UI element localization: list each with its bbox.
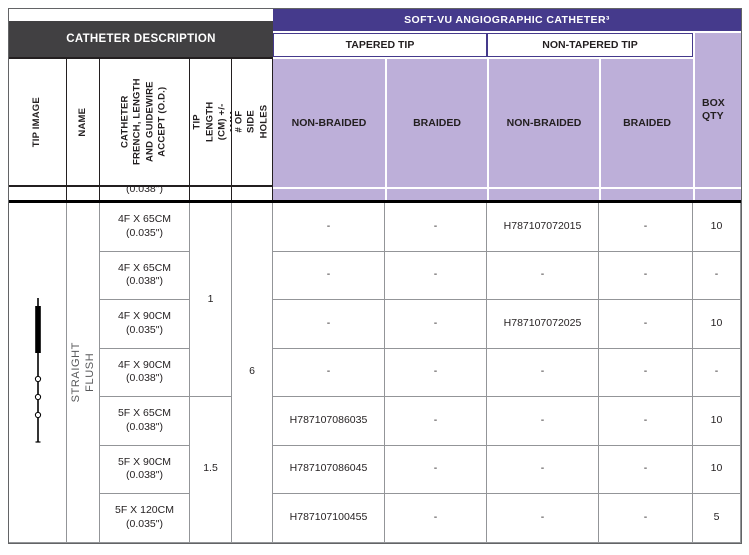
- soft-tip-length-cell: 1.5: [190, 397, 232, 543]
- header-left-section: CATHETER DESCRIPTION TIP IMAGE NAME CATH…: [9, 9, 273, 200]
- box-qty-cell: -: [693, 251, 741, 300]
- part-number-cell: H787107086045: [273, 445, 385, 494]
- column-header-non-tapered-braided: BRAIDED: [601, 59, 693, 187]
- catheter-size-cell: 5F X 65CM (0.038"): [100, 397, 190, 446]
- part-number-cell: H787107072015: [487, 203, 599, 252]
- column-header-name: NAME: [67, 57, 100, 187]
- catheter-name: STRAIGHT FLUSH: [69, 341, 96, 403]
- column-header-non-tapered-non-braided: NON-BRAIDED: [489, 59, 599, 187]
- box-qty-cell: 10: [693, 203, 741, 252]
- column-header-tip-image: TIP IMAGE: [9, 57, 67, 187]
- column-header-label: CATHETER FRENCH, LENGTH AND GUIDEWIRE AC…: [119, 78, 168, 166]
- part-number-cell: H787107086035: [273, 397, 385, 446]
- header-purple-strip: [273, 189, 385, 200]
- header-purple-strip: [695, 189, 741, 200]
- catheter-size-cell: 4F X 90CM (0.035"): [100, 300, 190, 349]
- part-number-cell: H787107100455: [273, 494, 385, 543]
- table-body: STRAIGHT FLUSH 4F X 65CM (0.035") 4F X 6…: [9, 203, 741, 543]
- part-number-cell: -: [487, 251, 599, 300]
- column-header-side-holes: # OF SIDE HOLES: [232, 57, 273, 187]
- clipped-row-strip: [9, 187, 67, 200]
- soft-tip-length-cell: 1: [190, 203, 232, 397]
- part-number-cell: -: [385, 300, 487, 349]
- catheter-size-cell: 4F X 65CM (0.038"): [100, 251, 190, 300]
- clipped-row-strip: [190, 187, 232, 200]
- column-header-label: TIP IMAGE: [31, 96, 43, 148]
- part-number-cell: -: [599, 300, 693, 349]
- box-qty-cell: 10: [693, 397, 741, 446]
- table-header: CATHETER DESCRIPTION TIP IMAGE NAME CATH…: [9, 9, 741, 200]
- part-number-cell: -: [385, 251, 487, 300]
- non-tapered-tip-header: NON-TAPERED TIP: [487, 33, 693, 57]
- header-divider: [9, 200, 741, 203]
- part-number-cell: -: [385, 397, 487, 446]
- tapered-tip-header: TAPERED TIP: [273, 33, 487, 57]
- part-number-cell: -: [385, 203, 487, 252]
- box-qty-cell: 10: [693, 445, 741, 494]
- header-right-section: SOFT-VU ANGIOGRAPHIC CATHETER³ TAPERED T…: [273, 9, 741, 200]
- part-number-cell: -: [599, 251, 693, 300]
- part-number-cell: -: [599, 494, 693, 543]
- side-holes-cell: 6: [232, 203, 273, 543]
- header-purple-strip: [489, 189, 599, 200]
- box-qty-cell: 10: [693, 300, 741, 349]
- column-header-label: NAME: [76, 107, 88, 137]
- catheter-size-cell: 5F X 120CM (0.035"): [100, 494, 190, 543]
- part-number-cell: -: [385, 348, 487, 397]
- part-number-cell: -: [273, 203, 385, 252]
- name-cell: STRAIGHT FLUSH: [67, 203, 100, 543]
- part-number-cell: -: [385, 445, 487, 494]
- part-number-cell: -: [487, 397, 599, 446]
- part-number-cell: -: [599, 348, 693, 397]
- clipped-row-strip: [232, 187, 273, 200]
- part-number-cell: -: [273, 348, 385, 397]
- part-number-cell: -: [385, 494, 487, 543]
- part-number-cell: -: [273, 251, 385, 300]
- part-number-cell: -: [487, 494, 599, 543]
- column-header-tapered-braided: BRAIDED: [387, 59, 487, 187]
- product-table: CATHETER DESCRIPTION TIP IMAGE NAME CATH…: [8, 8, 742, 544]
- box-qty-header: BOX QTY: [695, 33, 741, 187]
- catheter-size-cell: 5F X 90CM (0.038"): [100, 445, 190, 494]
- header-purple-strip: [387, 189, 487, 200]
- part-number-cell: -: [487, 348, 599, 397]
- part-number-cell: -: [487, 445, 599, 494]
- box-qty-cell: -: [693, 348, 741, 397]
- catheter-description-header: CATHETER DESCRIPTION: [9, 21, 273, 57]
- part-number-cell: -: [599, 445, 693, 494]
- clipped-row-strip: (0.038"): [100, 187, 190, 200]
- column-header-soft-tip-length: SOFT TIP LENGTH (CM) +/- 1MM: [190, 57, 232, 187]
- part-number-cell: H787107072025: [487, 300, 599, 349]
- column-header-label: SOFT TIP LENGTH (CM) +/- 1MM: [190, 101, 232, 143]
- catheter-tip-illustration: [34, 298, 41, 443]
- part-number-cell: -: [273, 300, 385, 349]
- header-left-spacer: [9, 9, 273, 21]
- header-purple-strip: [601, 189, 693, 200]
- clipped-row-strip: [67, 187, 100, 200]
- tip-image-cell: [9, 203, 67, 543]
- catheter-size-cell: 4F X 90CM (0.038"): [100, 348, 190, 397]
- column-header-label: # OF SIDE HOLES: [233, 105, 270, 139]
- clipped-row-text-fragment: (0.038"): [126, 187, 163, 195]
- column-header-tapered-non-braided: NON-BRAIDED: [273, 59, 385, 187]
- box-qty-cell: 5: [693, 494, 741, 543]
- catheter-size-cell: 4F X 65CM (0.035"): [100, 203, 190, 252]
- part-number-cell: -: [599, 203, 693, 252]
- part-number-cell: -: [599, 397, 693, 446]
- column-header-catheter-french: CATHETER FRENCH, LENGTH AND GUIDEWIRE AC…: [100, 57, 190, 187]
- soft-vu-header: SOFT-VU ANGIOGRAPHIC CATHETER³: [273, 9, 741, 31]
